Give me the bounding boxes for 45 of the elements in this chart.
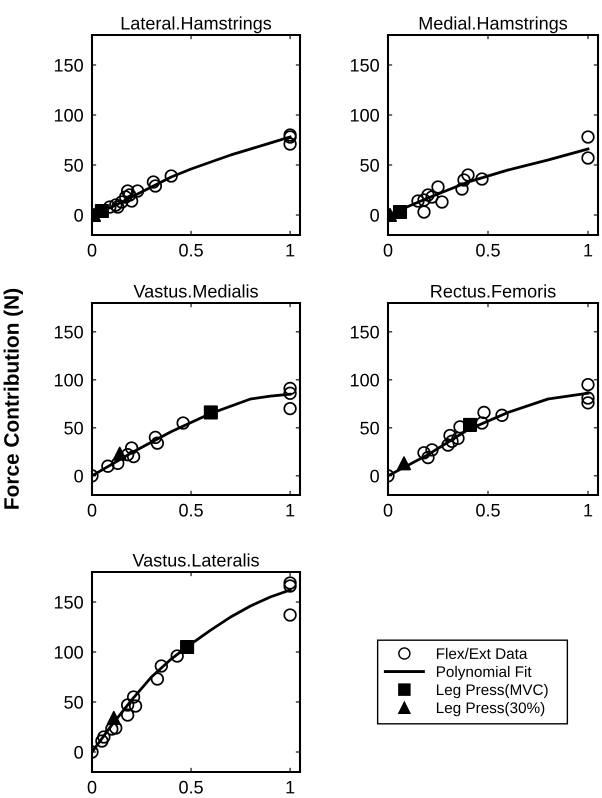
y-tick-label: 0 <box>74 746 83 759</box>
chart-title: Rectus.Femoris <box>431 284 556 298</box>
y-tick-label: 150 <box>54 58 83 72</box>
y-tick-label: 50 <box>360 422 379 435</box>
x-tick-label: 1 <box>286 780 294 794</box>
y-tick-label: 50 <box>360 158 379 172</box>
x-tick-label: 0.5 <box>179 504 203 517</box>
x-tick-label: 1 <box>584 504 592 516</box>
x-tick-label: 0 <box>88 244 96 257</box>
chart-title: Medial.Hamstrings <box>420 16 568 34</box>
chart-title: Vastus.Lateralis <box>132 553 259 567</box>
y-tick-label: 100 <box>350 374 379 387</box>
x-tick-label: 0.5 <box>476 244 500 257</box>
y-tick-label: 150 <box>54 326 83 339</box>
y-axis-title: Force Contribution (N) <box>4 288 23 509</box>
x-tick-label: 0 <box>88 504 96 517</box>
x-tick-label: 0.5 <box>476 504 500 517</box>
y-tick-label: 150 <box>350 326 379 339</box>
chart-title: Lateral.Hamstrings <box>122 16 272 34</box>
legend-label: Polynomial Fit <box>436 666 532 680</box>
y-tick-label: 0 <box>370 208 379 222</box>
x-tick-label: 0.5 <box>179 780 203 794</box>
x-tick-label: 0 <box>88 780 96 794</box>
legend-label: Leg Press(MVC) <box>436 684 548 698</box>
y-tick-label: 100 <box>54 646 83 659</box>
y-tick-label: 0 <box>370 470 379 483</box>
y-tick-label: 100 <box>54 108 83 122</box>
y-tick-label: 100 <box>350 108 379 122</box>
y-tick-label: 0 <box>74 208 83 222</box>
x-tick-label: 1 <box>286 504 294 516</box>
y-tick-label: 150 <box>350 58 379 72</box>
x-tick-label: 1 <box>584 244 592 256</box>
y-tick-label: 50 <box>64 422 83 435</box>
y-tick-label: 150 <box>54 596 83 609</box>
y-tick-label: 50 <box>64 158 83 172</box>
chart-title: Vastus.Medialis <box>134 284 258 298</box>
y-tick-label: 0 <box>74 470 83 483</box>
y-tick-label: 100 <box>54 374 83 387</box>
y-tick-label: 50 <box>64 696 83 709</box>
x-tick-label: 0 <box>384 504 392 517</box>
x-tick-label: 0 <box>384 244 392 257</box>
x-tick-label: 1 <box>286 244 294 256</box>
legend-label: Leg Press(30%) <box>436 702 544 716</box>
legend-label: Flex/Ext Data <box>436 648 528 660</box>
x-tick-label: 0.5 <box>179 244 203 257</box>
